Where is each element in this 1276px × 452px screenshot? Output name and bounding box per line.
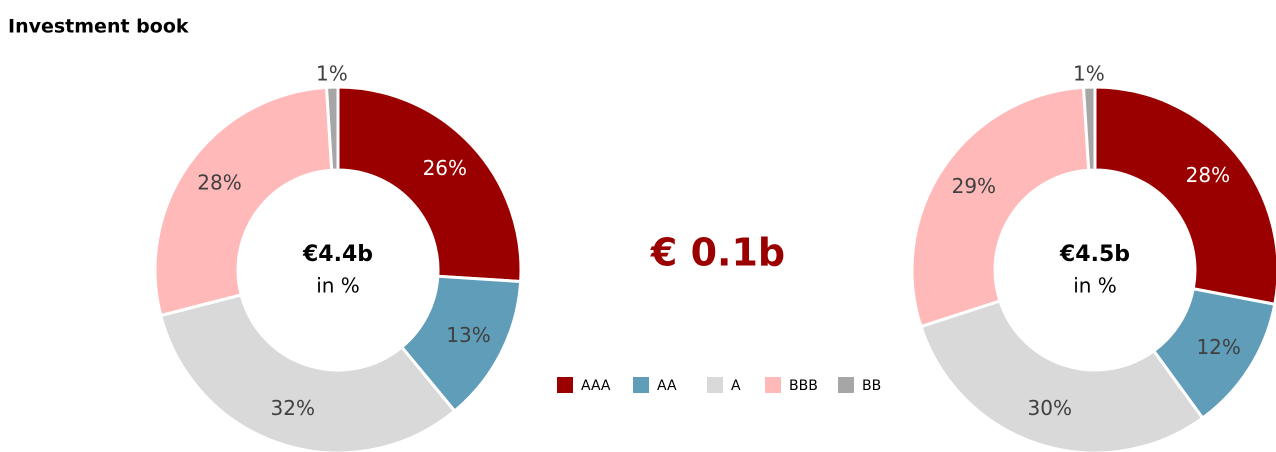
center-sublabel: in % xyxy=(1073,274,1117,298)
slice-label: 12% xyxy=(1196,335,1240,359)
center-sublabel: in % xyxy=(316,274,360,298)
legend-label: BB xyxy=(862,378,881,394)
legend-label: AAA xyxy=(581,378,611,394)
slice-label: 13% xyxy=(446,323,490,347)
slice-label: 32% xyxy=(271,396,315,420)
legend-swatch xyxy=(557,377,573,393)
slice-label: 28% xyxy=(197,170,241,194)
page-title: Investment book xyxy=(8,16,189,38)
legend-label: BBB xyxy=(789,378,818,394)
slice-label: 1% xyxy=(316,62,348,86)
slice-label: 28% xyxy=(1186,163,1230,187)
legend-swatch xyxy=(765,377,781,393)
slice-label: 26% xyxy=(423,156,467,180)
legend-swatch xyxy=(707,377,723,393)
slice xyxy=(158,293,457,452)
slice-label: 29% xyxy=(952,174,996,198)
slice xyxy=(1093,85,1276,307)
legend-label: A xyxy=(731,378,741,394)
slice xyxy=(919,299,1205,452)
legend-swatch xyxy=(633,377,649,393)
difference: € 0.1b xyxy=(650,231,785,275)
slice-label: 1% xyxy=(1073,62,1105,86)
slice xyxy=(910,85,1091,329)
legend-swatch xyxy=(838,377,854,393)
slice xyxy=(153,85,334,318)
slice xyxy=(1081,85,1097,172)
slice xyxy=(324,85,340,172)
slice xyxy=(336,85,523,284)
legend-label: AA xyxy=(657,378,677,394)
center-label: €4.4b xyxy=(302,242,373,267)
center-label: €4.5b xyxy=(1059,242,1130,267)
slice-label: 30% xyxy=(1028,396,1072,420)
